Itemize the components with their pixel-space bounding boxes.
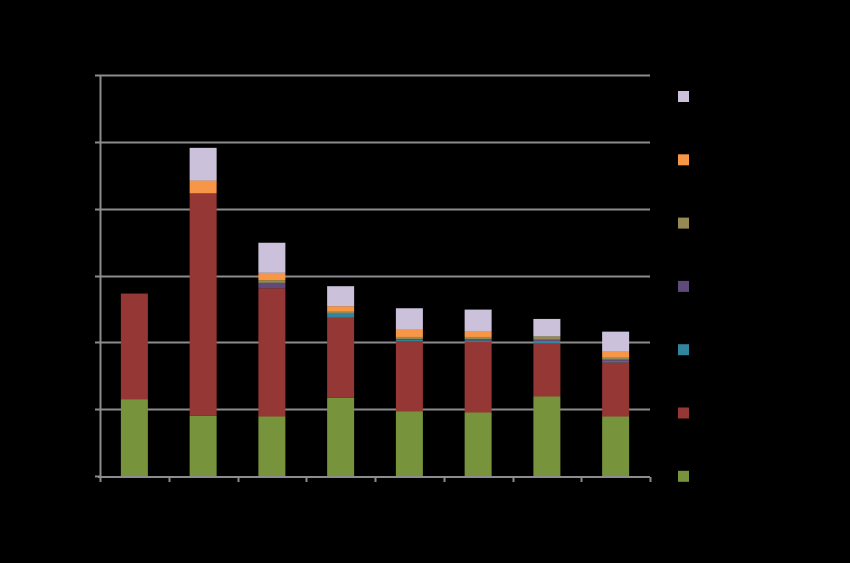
bar-segment-c7-s3 [602,359,630,362]
bar-segment-c4-s4 [395,336,423,339]
bar-segment-c7-s0 [602,416,630,476]
bar-segment-c6-s1 [533,343,561,397]
bar-segment-c1-s0 [189,415,217,476]
bar-segment-c5-s3 [464,338,492,341]
bar-segment-c1-s5 [189,180,217,194]
bar-segment-c3-s5 [327,306,355,312]
bar-segment-c4-s6 [395,308,423,330]
legend-swatch-6 [678,91,689,102]
bar-segment-c3-s2 [327,313,355,318]
bar-segment-c2-s6 [258,242,286,273]
bar-segment-c4-s0 [395,411,423,476]
bar-segment-c6-s2 [533,341,561,344]
bar-segment-c5-s4 [464,336,492,339]
bar-segment-c6-s4 [533,336,561,340]
bar-segment-c0-s0 [120,399,148,476]
bar-segment-c2-s5 [258,272,286,281]
bar-segment-c5-s2 [464,340,492,342]
bar-segment-c7-s5 [602,351,630,358]
bar-segment-c3-s4 [327,311,355,314]
legend-swatch-4 [678,217,689,229]
bar-segment-c7-s4 [602,357,630,360]
legend-swatch-3 [678,280,689,292]
bar-segment-c0-s1 [120,293,148,400]
legend-swatch-5 [678,154,689,166]
bar-segment-c4-s3 [395,338,423,340]
bar-segment-c3-s1 [327,317,355,398]
bar-segment-c2-s4 [258,280,286,283]
gridlines [100,74,650,411]
bar-segment-c7-s6 [602,331,630,352]
bar-segment-c6-s6 [533,318,561,337]
bar-segment-c3-s6 [327,286,355,307]
legend-swatch-1 [678,407,689,419]
bar-segment-c3-s0 [327,397,355,476]
bar-segment-c1-s6 [189,147,217,181]
legend-swatch-0 [678,470,689,482]
bar-segment-c4-s5 [395,329,423,337]
bar-segment-c4-s1 [395,341,423,412]
bar-segment-c4-s2 [395,339,423,341]
bar-segment-c7-s1 [602,362,630,417]
bar-segment-c7-s2 [602,361,630,363]
bar-segment-c6-s0 [533,396,561,476]
bar-segment-c5-s6 [464,309,492,331]
bar-segment-c2-s0 [258,416,286,476]
bar-segment-c2-s3 [258,282,286,289]
bar-segment-c2-s1 [258,288,286,417]
bar-segment-c1-s1 [189,193,217,416]
bar-segment-c6-s3 [533,339,561,341]
bar-segment-c5-s1 [464,341,492,413]
legend [678,91,689,482]
bar-segment-c5-s0 [464,412,492,476]
axes [95,74,652,482]
bar-segment-c5-s5 [464,330,492,337]
legend-swatch-2 [678,344,689,356]
bars [120,147,630,476]
